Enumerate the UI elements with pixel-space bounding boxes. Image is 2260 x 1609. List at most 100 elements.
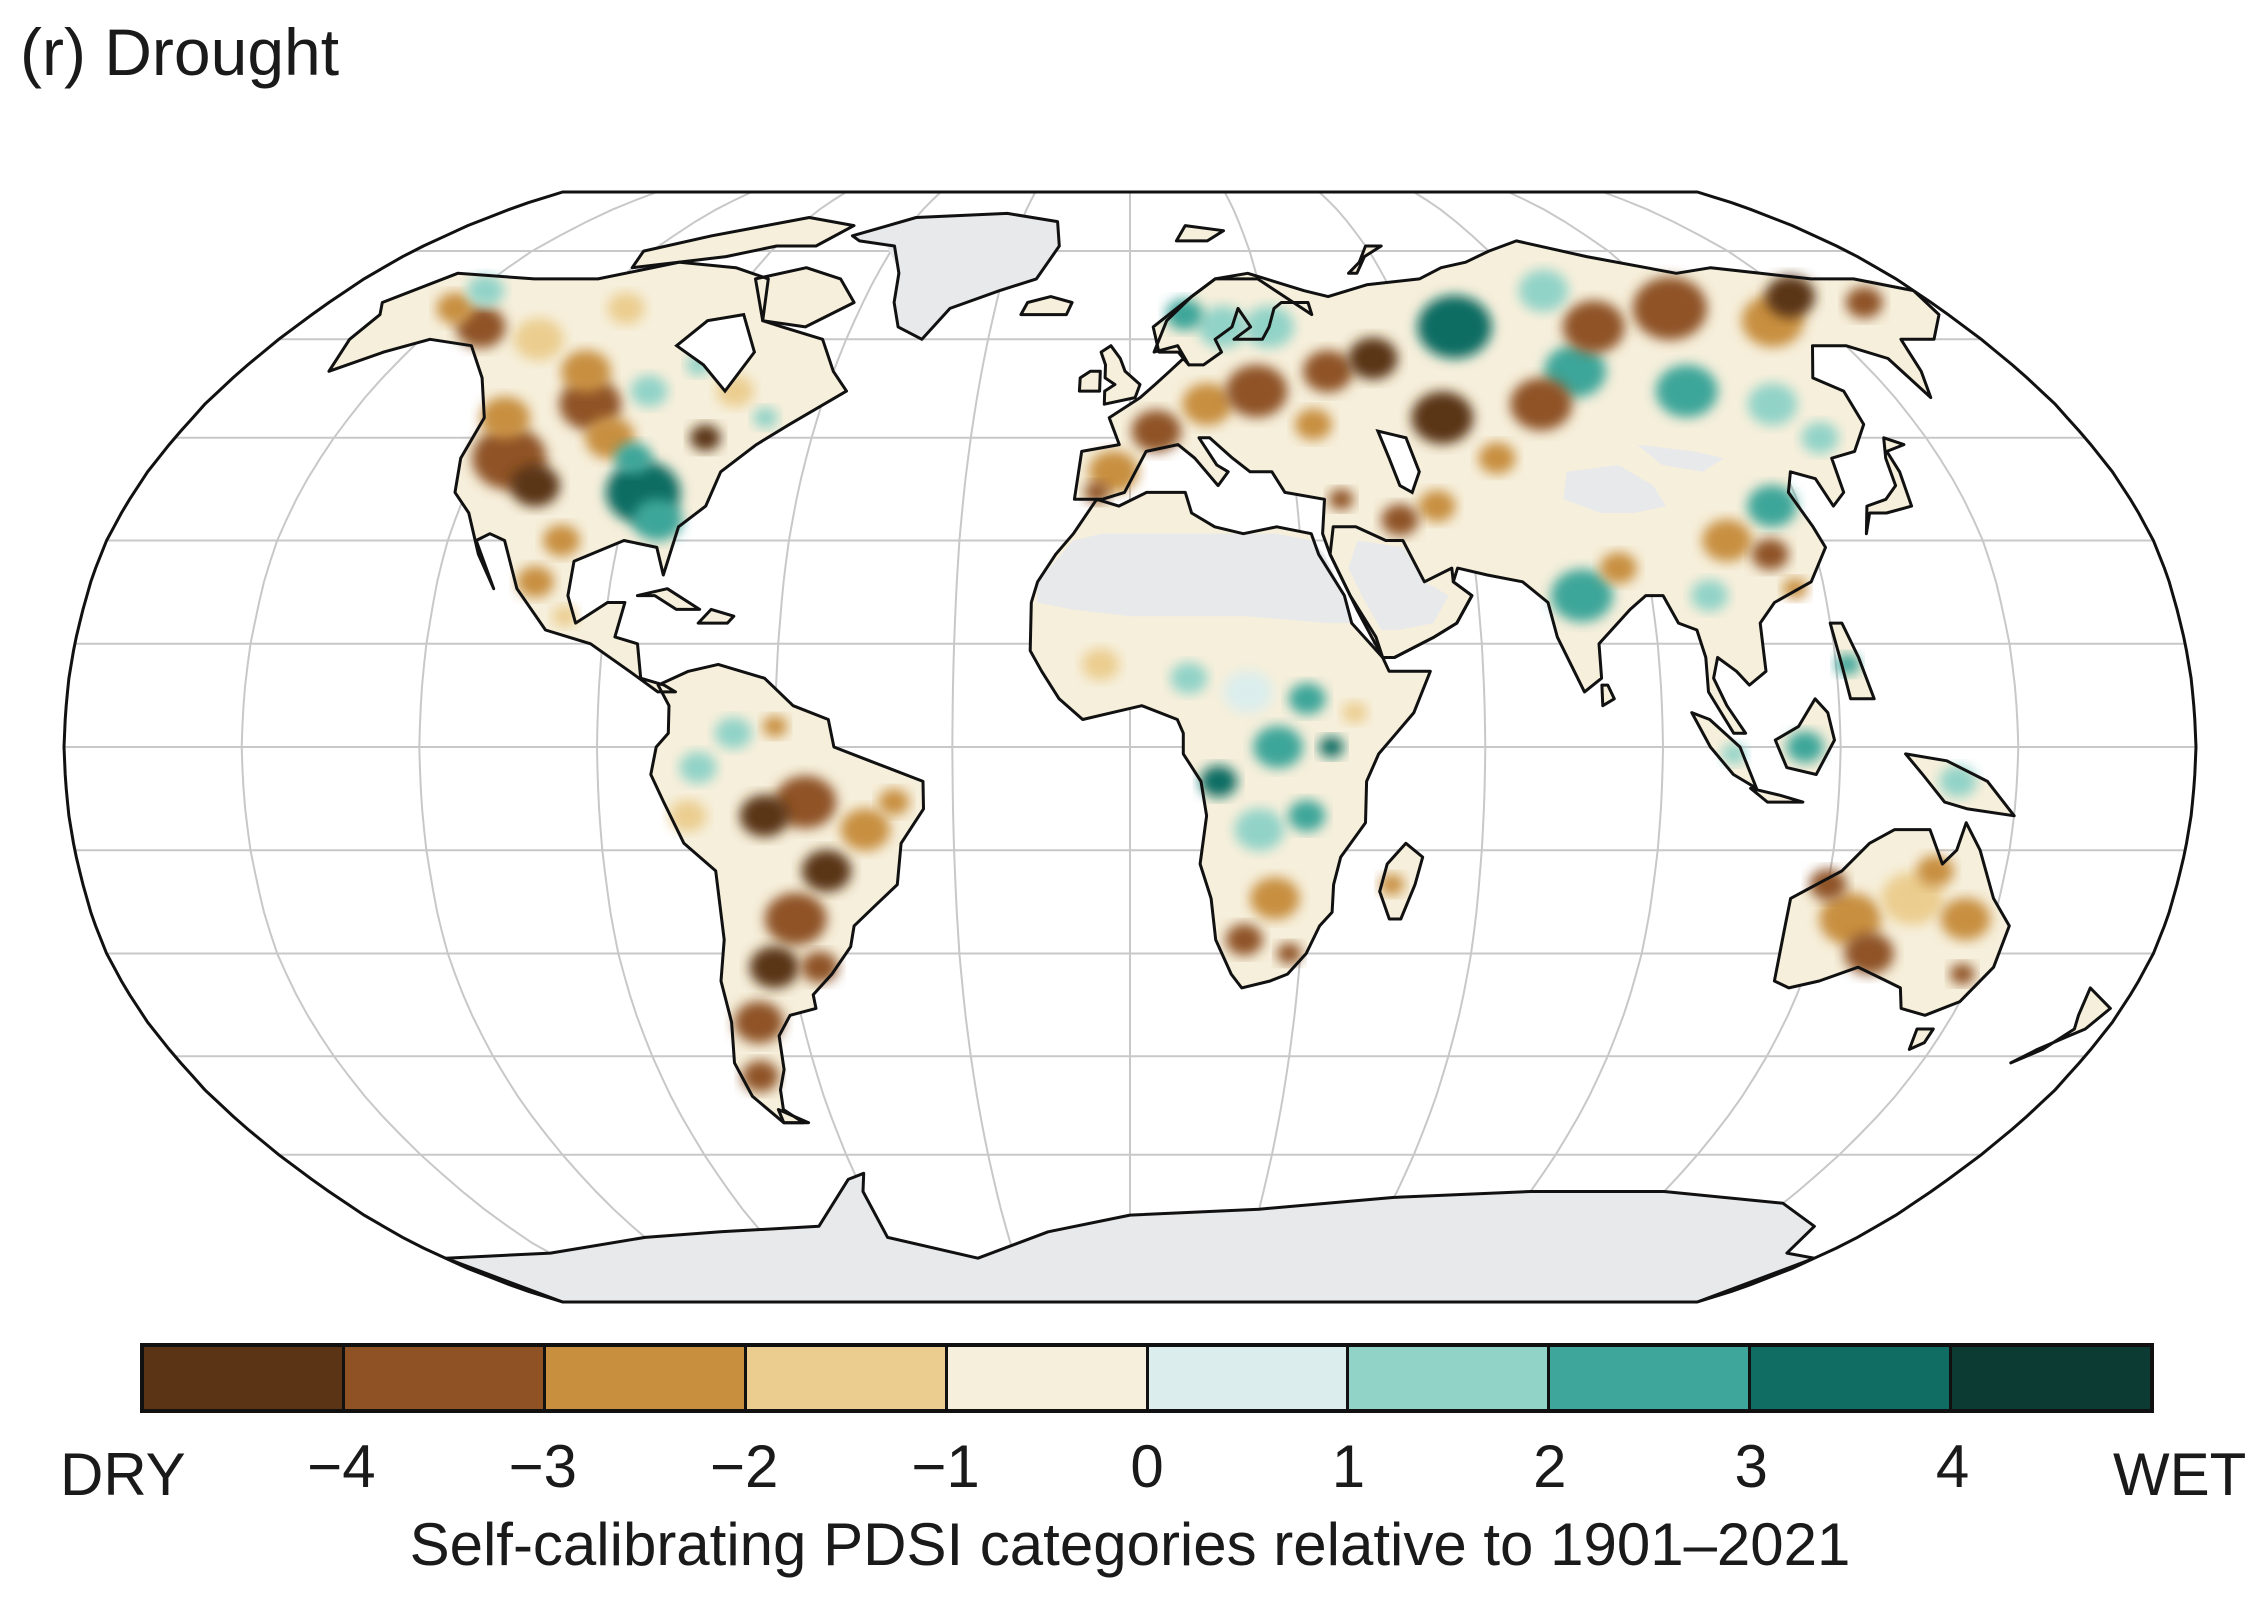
land-newZealand: [2010, 987, 2111, 1063]
pdsi-anomaly-patch: [1940, 897, 1991, 941]
pdsi-anomaly-patch: [1702, 519, 1752, 562]
coastline-baffin: [754, 266, 856, 329]
pdsi-anomaly-patch: [561, 350, 611, 393]
pdsi-anomaly-patch: [514, 318, 564, 361]
pdsi-anomaly-patch: [1518, 269, 1569, 312]
pdsi-anomaly-patch: [630, 375, 668, 407]
pdsi-anomaly-patch: [1165, 298, 1204, 331]
pdsi-anomaly-patch: [1379, 874, 1405, 896]
pdsi-anomaly-patch: [1225, 364, 1288, 418]
pdsi-anomaly-patch: [1342, 702, 1368, 724]
coastline-australia: [1772, 821, 2011, 1017]
coastline-philippines: [1828, 621, 1876, 701]
colorbar-tick-label: 4: [1935, 1433, 1970, 1500]
pdsi-anomaly-patch: [1809, 868, 1847, 901]
pdsi-anomaly-patch: [1510, 377, 1573, 431]
pdsi-anomaly-patch: [1747, 383, 1798, 426]
no-data-tibetDesert: [1563, 465, 1666, 513]
colorbar-tick-label: −2: [709, 1433, 779, 1500]
land-britain: [1101, 345, 1140, 405]
colorbar-swatch: [1751, 1347, 1953, 1409]
pdsi-anomaly-patch: [1294, 408, 1332, 441]
pdsi-anomaly-patch: [1288, 683, 1326, 715]
pdsi-anomaly-patch: [1170, 662, 1208, 694]
pdsi-anomaly-patch: [1632, 276, 1708, 340]
pdsi-anomaly-patch: [1088, 450, 1139, 493]
land-cuba: [637, 588, 700, 610]
pdsi-anomaly-patch: [1819, 892, 1882, 946]
coastline-southAmerica: [649, 662, 925, 1125]
pdsi-anomaly-patch: [774, 775, 837, 829]
pdsi-anomaly-patch: [1747, 485, 1797, 528]
pdsi-anomaly-patch: [1131, 410, 1182, 453]
pdsi-anomaly-patch: [1845, 286, 1883, 319]
coastline-tasmania: [1907, 1027, 1935, 1051]
meridian-line: [951, 192, 1037, 1302]
pdsi-anomaly-patch: [436, 292, 474, 325]
pdsi-anomaly-patch: [840, 808, 891, 851]
pdsi-anomaly-patch: [467, 274, 505, 307]
pdsi-anomaly-patch: [1182, 383, 1232, 426]
colorbar-tick-label: 2: [1533, 1433, 1567, 1500]
coastline-borneo: [1773, 697, 1836, 776]
pdsi-anomaly-patch: [516, 566, 555, 598]
pdsi-anomaly-patch: [878, 788, 910, 816]
pdsi-anomaly-patch: [1348, 337, 1398, 380]
pdsi-anomaly-patch: [764, 892, 827, 946]
pdsi-anomaly-patch: [1253, 725, 1303, 769]
coastline-newZealand: [2009, 986, 2112, 1065]
pdsi-anomaly-patch: [734, 1001, 784, 1044]
colorbar-swatch: [746, 1347, 948, 1409]
colorbar-swatch: [144, 1347, 345, 1409]
colorbar-swatch: [1148, 1347, 1350, 1409]
no-data-gobi: [1637, 444, 1724, 472]
figure-title: (r) Drought: [20, 15, 340, 89]
pdsi-anomaly-patch: [542, 524, 581, 557]
pdsi-anomaly-patch: [801, 849, 852, 893]
colorbar-swatch: [1550, 1347, 1752, 1409]
land-southAmerica: [650, 664, 924, 1123]
pdsi-anomaly-patch: [1288, 800, 1326, 832]
colorbar: [140, 1343, 2154, 1413]
coastline-hudson: [674, 312, 757, 394]
pdsi-anomaly-patch: [714, 717, 753, 749]
colorbar-dry-label: DRY: [60, 1441, 186, 1508]
coastline-britain: [1099, 344, 1142, 406]
coastline-sriLanka: [1600, 683, 1616, 708]
pdsi-anomaly-patch: [679, 751, 717, 784]
coastline-hispaniola: [696, 607, 736, 625]
pdsi-anomaly-patch: [510, 464, 560, 507]
colorbar-caption: Self-calibrating PDSI categories relativ…: [409, 1511, 1851, 1578]
land-arcticIslands: [632, 217, 854, 268]
coastline-caspian: [1375, 428, 1421, 495]
pdsi-anomaly-patch: [689, 424, 721, 451]
land-hispaniola: [698, 609, 734, 624]
coastline-scandiaFill: [1152, 277, 1314, 367]
land-eurasia: [1074, 240, 1939, 734]
pdsi-anomaly-patch: [1551, 569, 1613, 622]
coastline-japan: [1864, 436, 1914, 536]
coastline-africa: [1028, 490, 1432, 990]
no-data-sahara: [1037, 533, 1352, 624]
pdsi-anomaly-patch: [1082, 648, 1120, 681]
coastline-greenland: [850, 211, 1061, 341]
colorbar-tick-label: 1: [1331, 1433, 1366, 1500]
coastline-northAmerica: [327, 260, 848, 694]
colorbar-swatch: [947, 1347, 1149, 1409]
pdsi-anomaly-patch: [614, 442, 653, 475]
land-japan: [1866, 437, 1912, 534]
coastline-ireland: [1077, 369, 1102, 393]
pdsi-anomaly-patch: [1225, 923, 1263, 956]
coastline-newGuinea: [1904, 752, 2016, 818]
pdsi-anomaly-patch: [632, 498, 683, 541]
pdsi-anomaly-patch: [1939, 765, 1977, 798]
pdsi-anomaly-patch: [1844, 932, 1894, 975]
colorbar-swatch: [545, 1347, 747, 1409]
no-data-greenlandGrey: [863, 217, 1052, 315]
coastline-svalbard: [1174, 224, 1225, 243]
land-masses: [327, 211, 2112, 1302]
pdsi-anomaly-patch: [739, 794, 790, 837]
pdsi-anomaly-patch: [1250, 877, 1300, 920]
colorbar-tick-label: −3: [508, 1433, 578, 1500]
